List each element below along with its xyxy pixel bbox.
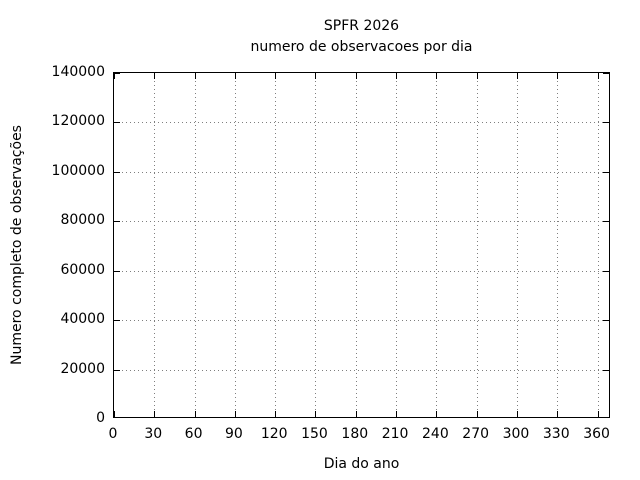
x-tick-top <box>275 73 277 79</box>
x-tick-label: 210 <box>381 426 409 442</box>
x-gridline <box>436 73 438 417</box>
x-gridline <box>154 73 156 417</box>
x-tick-label: 60 <box>184 426 203 442</box>
x-tick-top <box>355 73 357 79</box>
x-gridline <box>557 73 559 417</box>
y-tick-left <box>114 270 120 272</box>
y-tick-right <box>603 122 609 124</box>
x-tick-bottom <box>275 411 277 417</box>
x-gridline <box>315 73 317 417</box>
x-gridline <box>355 73 357 417</box>
x-tick-top <box>396 73 398 79</box>
y-tick-right <box>603 270 609 272</box>
y-tick-label: 140000 <box>51 64 105 80</box>
x-tick-label: 330 <box>542 426 570 442</box>
x-tick-top <box>597 73 599 79</box>
y-tick-label: 60000 <box>60 261 105 278</box>
x-tick-bottom <box>396 411 398 417</box>
y-tick-label: 20000 <box>60 360 105 377</box>
y-gridline <box>114 221 609 223</box>
x-tick-label: 90 <box>224 426 243 442</box>
x-tick-label: 300 <box>502 426 530 442</box>
y-tick-label: 0 <box>96 410 105 426</box>
x-tick-label: 0 <box>108 426 118 442</box>
x-tick-bottom <box>516 411 518 417</box>
x-tick-bottom <box>234 411 236 417</box>
y-tick-left <box>114 122 120 124</box>
y-tick-right <box>603 369 609 371</box>
x-gridline <box>275 73 277 417</box>
y-tick-left <box>114 171 120 173</box>
y-tick-right <box>603 221 609 223</box>
y-tick-label: 120000 <box>51 113 105 130</box>
x-tick-label: 30 <box>144 426 163 442</box>
x-gridline <box>516 73 518 417</box>
x-tick-bottom <box>114 411 115 417</box>
x-tick-bottom <box>154 411 156 417</box>
x-gridline <box>597 73 599 417</box>
y-tick-right <box>603 320 609 322</box>
plot-area <box>113 72 610 418</box>
x-tick-top <box>194 73 196 79</box>
x-gridline <box>396 73 398 417</box>
chart-subtitle: numero de observacoes por dia <box>250 39 473 55</box>
x-tick-bottom <box>194 411 196 417</box>
x-tick-label: 180 <box>341 426 369 442</box>
x-tick-top <box>476 73 478 79</box>
y-tick-left <box>114 73 120 74</box>
y-gridline <box>114 369 609 371</box>
y-tick-right <box>603 171 609 173</box>
y-tick-right <box>603 73 609 74</box>
y-gridline <box>114 122 609 124</box>
x-tick-top <box>114 73 115 79</box>
y-axis-label: Numero completo de observações <box>9 125 25 365</box>
chart-title-block: SPFR 2026 numero de observacoes por dia <box>113 16 610 58</box>
x-tick-top <box>557 73 559 79</box>
y-tick-left <box>114 221 120 223</box>
y-gridline <box>114 171 609 173</box>
y-tick-label: 80000 <box>60 212 105 229</box>
x-tick-bottom <box>355 411 357 417</box>
x-axis-label: Dia do ano <box>323 456 400 472</box>
x-tick-top <box>315 73 317 79</box>
x-gridline <box>194 73 196 417</box>
y-tick-left <box>114 369 120 371</box>
y-tick-label: 40000 <box>60 311 105 328</box>
x-tick-bottom <box>436 411 438 417</box>
y-tick-right <box>603 417 609 418</box>
chart-title: SPFR 2026 <box>323 18 400 34</box>
x-tick-top <box>436 73 438 79</box>
x-tick-label: 150 <box>301 426 328 442</box>
y-gridline <box>114 270 609 272</box>
x-gridline <box>234 73 236 417</box>
x-tick-top <box>234 73 236 79</box>
x-tick-label: 120 <box>260 426 288 442</box>
x-tick-bottom <box>476 411 478 417</box>
x-tick-bottom <box>315 411 317 417</box>
x-tick-label: 270 <box>462 426 490 442</box>
x-tick-label: 240 <box>422 426 449 442</box>
x-tick-bottom <box>557 411 559 417</box>
y-tick-left <box>114 417 120 418</box>
x-tick-label: 360 <box>583 426 610 442</box>
x-tick-top <box>516 73 518 79</box>
x-tick-bottom <box>597 411 599 417</box>
y-tick-label: 100000 <box>51 162 105 179</box>
x-tick-top <box>154 73 156 79</box>
y-tick-left <box>114 320 120 322</box>
y-gridline <box>114 320 609 322</box>
x-gridline <box>476 73 478 417</box>
